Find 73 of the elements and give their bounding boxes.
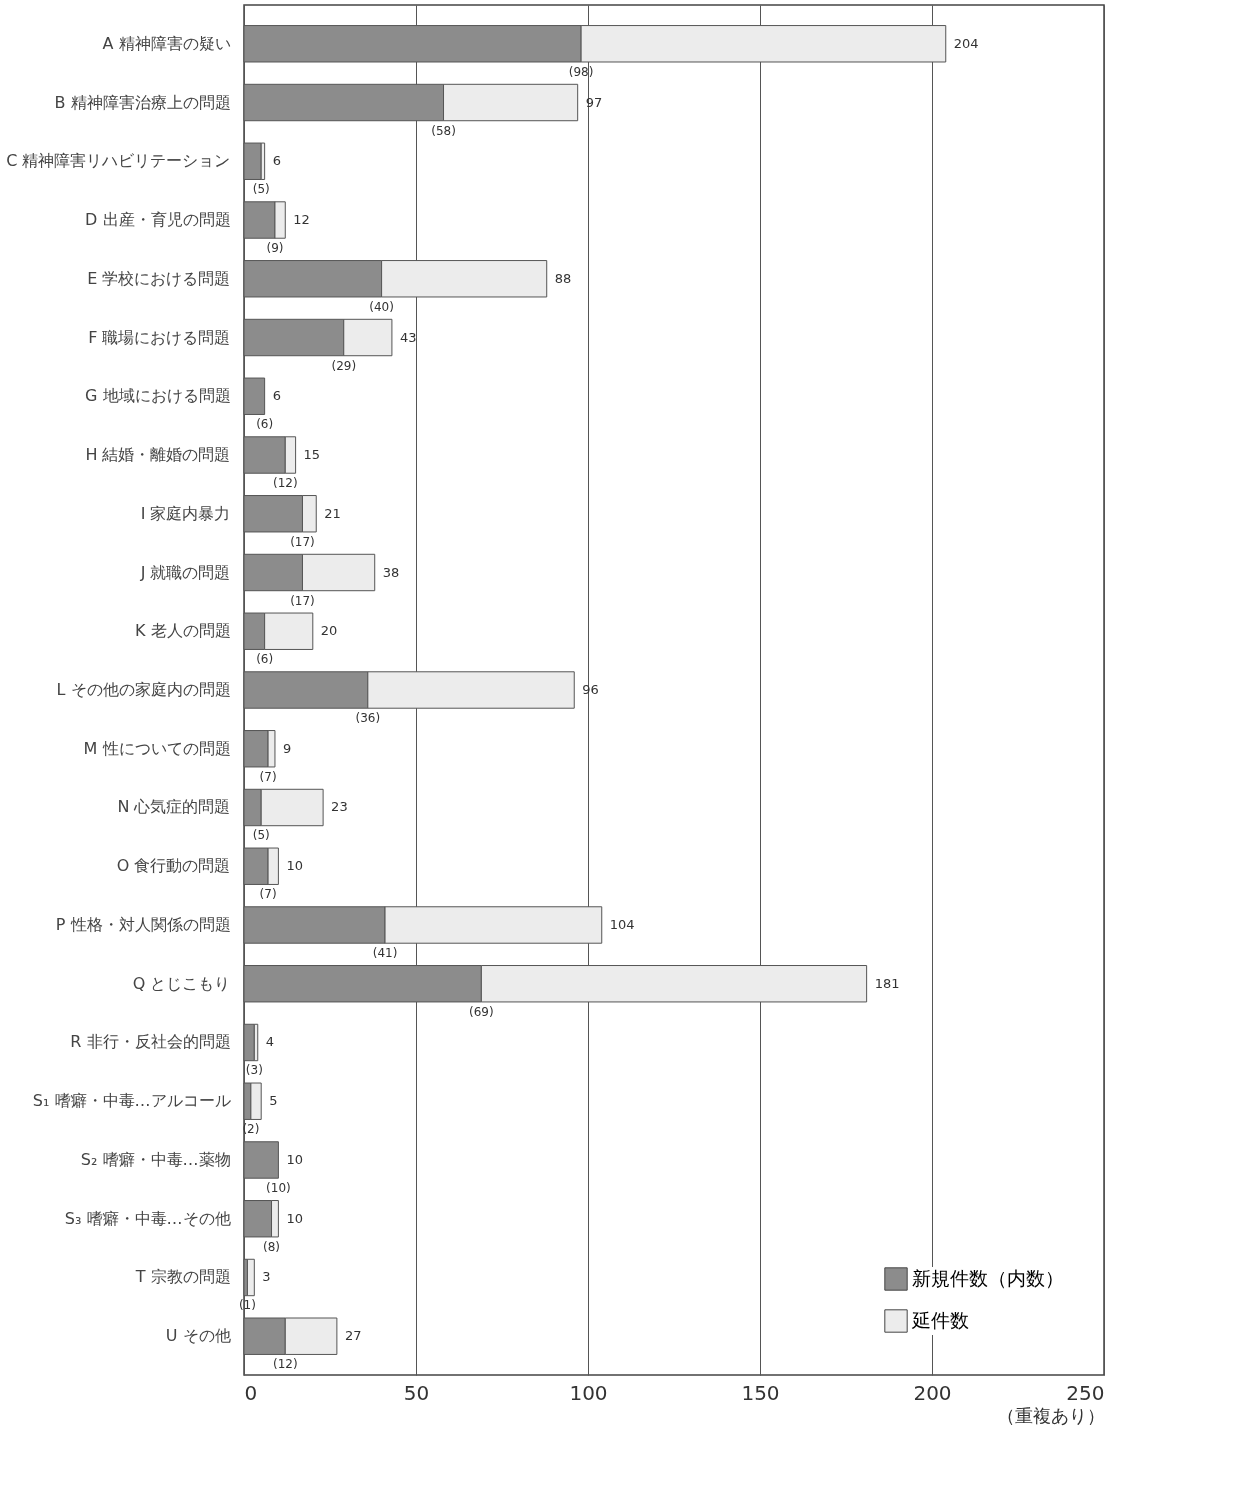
data-label: (8) (263, 1239, 281, 1254)
y-tick-label: N 心気症的問題 (117, 797, 231, 817)
x-tick-label: 100 (569, 1380, 608, 1405)
data-label: (10) (266, 1180, 291, 1195)
y-tick-label: E 学校における問題 (87, 268, 231, 288)
total-label: 88 (554, 270, 572, 286)
total-label: 6 (272, 153, 281, 169)
y-tick-label: J 就職の問題 (139, 562, 231, 582)
data-label: (29) (331, 358, 357, 373)
total-label: 27 (344, 1328, 362, 1344)
total-label: 9 (282, 740, 292, 756)
legend-label: 延件数 (911, 1309, 969, 1331)
y-tick-label: C 精神障害リハビリテーション (6, 151, 231, 171)
data-label: (5) (252, 828, 270, 843)
total-label: 12 (293, 212, 310, 228)
data-label: (7) (259, 887, 277, 902)
total-label: 10 (286, 1151, 303, 1167)
data-label: (69) (469, 1004, 494, 1019)
legend-label: 新規件数（内数） (912, 1267, 1064, 1289)
total-label: 43 (399, 329, 417, 345)
x-tick-label: 50 (403, 1380, 430, 1405)
data-label: (3) (245, 1063, 263, 1078)
y-tick-label: H 結婚・離婚の問題 (85, 445, 231, 465)
y-tick-label: R 非行・反社会的問題 (70, 1032, 231, 1052)
data-label: (17) (290, 593, 315, 608)
data-label: (7) (259, 769, 277, 784)
total-label: 38 (382, 564, 400, 580)
y-tick-label: S₁ 嗜癖・中毒…アルコール (32, 1091, 231, 1111)
y-tick-label: M 性についての問題 (83, 738, 231, 758)
data-label: (41) (372, 945, 398, 960)
y-tick-label: Q とじこもり (132, 973, 231, 993)
y-tick-label: D 出産・育児の問題 (85, 210, 231, 230)
total-label: 6 (272, 388, 281, 404)
y-tick-label: O 食行動の問題 (116, 856, 231, 876)
total-label: 4 (265, 1034, 275, 1050)
y-tick-label: K 老人の問題 (134, 621, 231, 641)
data-label: (12) (272, 1357, 298, 1372)
y-tick-label: I 家庭内暴力 (140, 503, 231, 523)
y-tick-label: S₂ 嗜癖・中毒…薬物 (80, 1149, 231, 1169)
total-label: 10 (286, 858, 303, 874)
y-tick-label: G 地域における問題 (85, 386, 231, 406)
y-tick-label: F 職場における問題 (88, 327, 231, 347)
total-label: 21 (324, 505, 341, 521)
y-tick-label: P 性格・対人関係の問題 (55, 914, 231, 934)
total-label: 204 (953, 35, 979, 51)
total-label: 104 (609, 916, 635, 932)
data-label: (58) (431, 123, 456, 138)
y-tick-label: U その他 (165, 1326, 231, 1346)
y-tick-label: A 精神障害の疑い (102, 33, 231, 53)
x-tick-label: 150 (741, 1380, 780, 1405)
data-label: (12) (272, 476, 298, 491)
y-tick-label: T 宗教の問題 (134, 1267, 231, 1287)
data-label: (36) (355, 711, 381, 725)
y-tick-label: L その他の家庭内の問題 (56, 680, 231, 699)
text: （重複あり） (996, 1404, 1105, 1426)
total-label: 23 (331, 799, 348, 815)
data-label: (40) (369, 299, 394, 314)
total-label: 181 (874, 975, 900, 991)
data-label: (17) (290, 534, 315, 549)
total-label: 20 (320, 623, 338, 639)
data-label: (6) (256, 652, 274, 667)
total-label: 3 (262, 1269, 271, 1285)
total-label: 5 (269, 1093, 278, 1109)
data-label: (6) (256, 417, 274, 432)
total-label: 10 (286, 1210, 303, 1226)
y-tick-label: B 精神障害治療上の問題 (54, 92, 231, 112)
x-tick-label: 250 (1066, 1380, 1105, 1405)
x-tick-label: 0 (244, 1380, 258, 1405)
x-tick-label: 200 (913, 1380, 952, 1405)
total-label: 15 (303, 447, 321, 463)
y-tick-label: S₃ 嗜癖・中毒…その他 (64, 1208, 231, 1228)
data-label: (5) (252, 182, 270, 197)
data-label: (9) (266, 241, 284, 256)
